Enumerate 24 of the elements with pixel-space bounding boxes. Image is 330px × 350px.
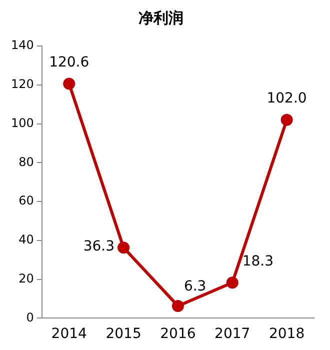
x-tick-label: 2016 xyxy=(160,326,196,342)
y-tick-label: 60 xyxy=(18,194,34,208)
y-tick-label: 20 xyxy=(18,271,34,286)
data-label: 120.6 xyxy=(49,54,90,70)
data-label: 18.3 xyxy=(242,253,274,270)
point xyxy=(280,114,293,126)
data-label: 102.0 xyxy=(266,90,307,107)
point xyxy=(63,78,76,90)
chart-title: 净利润 xyxy=(138,8,184,27)
y-tick-label: 120 xyxy=(11,77,34,92)
x-tick-label: 2017 xyxy=(214,326,250,342)
point xyxy=(172,300,184,312)
y-tick-label: 0 xyxy=(26,310,34,324)
x-tick-label: 2018 xyxy=(268,326,305,342)
y-tick-label: 140 xyxy=(11,38,34,52)
x-tick-label: 2015 xyxy=(106,326,142,342)
data-label: 36.3 xyxy=(83,238,115,254)
x-tick-label: 2014 xyxy=(51,326,88,342)
y-tick-label: 80 xyxy=(18,154,34,169)
y-tick-label: 40 xyxy=(18,232,34,247)
point xyxy=(226,276,238,289)
point xyxy=(118,242,130,254)
data-label: 6.3 xyxy=(184,278,206,295)
y-tick-label: 100 xyxy=(11,116,34,130)
